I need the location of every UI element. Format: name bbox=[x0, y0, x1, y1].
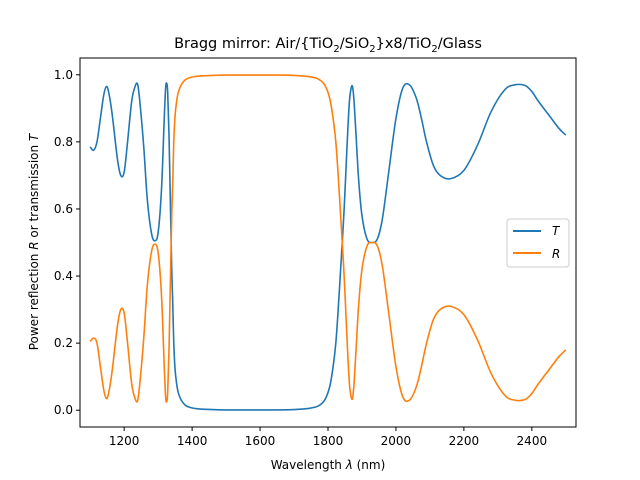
chart-title: Bragg mirror: Air/{TiO2/SiO2}x8/TiO2/Gla… bbox=[174, 36, 482, 55]
plot-frame bbox=[79, 57, 577, 428]
y-tick-label: 0.2 bbox=[54, 336, 73, 350]
legend: T R bbox=[506, 218, 570, 268]
legend-label-r: R bbox=[552, 247, 560, 261]
y-tick-label: 0.8 bbox=[54, 135, 73, 149]
y-tick-label: 0.0 bbox=[54, 403, 73, 417]
y-tick-label: 0.4 bbox=[54, 269, 73, 283]
x-tick-label: 1400 bbox=[177, 434, 208, 448]
y-tick-label: 0.6 bbox=[54, 202, 73, 216]
x-tick-label: 2200 bbox=[449, 434, 480, 448]
y-axis-label: Power reflection R or transmission T bbox=[27, 132, 41, 350]
series-line-t bbox=[89, 82, 567, 411]
y-tick-label: 1.0 bbox=[54, 68, 73, 82]
series-line-r bbox=[89, 74, 567, 403]
ticks-layer: 1200 1400 1600 1800 2000 2200 2400 0.0 0.2 0.4 0.6… bbox=[54, 68, 547, 448]
x-tick-label: 1800 bbox=[313, 434, 344, 448]
x-tick-label: 2000 bbox=[381, 434, 412, 448]
x-tick-label: 2400 bbox=[517, 434, 548, 448]
series-layer bbox=[89, 74, 567, 411]
legend-label-t: T bbox=[552, 224, 561, 238]
x-axis-label: Wavelength λ (nm) bbox=[271, 458, 386, 472]
x-tick-label: 1200 bbox=[109, 434, 140, 448]
x-tick-label: 1600 bbox=[245, 434, 276, 448]
